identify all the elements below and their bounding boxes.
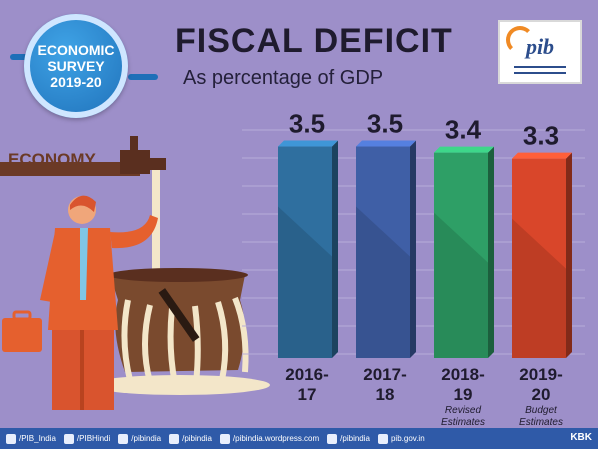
- briefcase: [2, 318, 42, 352]
- bar-top: [278, 140, 338, 147]
- bar-side: [488, 146, 494, 358]
- globe-icon: [377, 433, 388, 444]
- data-label: 3.4: [445, 115, 482, 145]
- bar: [434, 152, 488, 358]
- wordpress-icon: [219, 433, 230, 444]
- page-subtitle: As percentage of GDP: [183, 67, 384, 89]
- footer-item-label: /pibindia.wordpress.com: [232, 434, 320, 443]
- bar-shadow: [278, 206, 332, 358]
- badge-line-1: ECONOMIC: [37, 42, 115, 58]
- tick-label: 20: [532, 385, 551, 404]
- tick-label: 2019-: [519, 365, 562, 384]
- bar-shadow: [512, 218, 566, 358]
- page-title: FISCAL DEFICIT: [175, 22, 453, 60]
- bar-side: [410, 140, 416, 358]
- logo-line: [514, 72, 566, 74]
- data-label: 3.3: [523, 121, 559, 151]
- footer-item[interactable]: /PIBHindi: [63, 433, 111, 444]
- bar-top: [434, 146, 494, 153]
- logo-text: pib: [525, 34, 555, 59]
- category-note: Revised: [445, 405, 482, 416]
- badge-line-2: SURVEY: [47, 58, 105, 74]
- footer-item[interactable]: pib.gov.in: [377, 433, 425, 444]
- bar: [512, 158, 566, 358]
- social-footer: /PIB_India /PIBHindi /pibindia /pibindia…: [0, 428, 598, 449]
- bar-shadow: [434, 212, 488, 358]
- pot-stick: [158, 288, 200, 342]
- footer-item-label: /pibindia: [131, 434, 162, 443]
- category-note: Estimates: [441, 417, 485, 428]
- economy-label: ECONOMY: [8, 150, 96, 169]
- tick-label: 19: [454, 385, 473, 404]
- footer-item-label: /PIB_India: [19, 434, 56, 443]
- economic-survey-badge: ECONOMIC SURVEY 2019-20: [10, 14, 170, 120]
- bar: [278, 146, 332, 358]
- tick-label: 2017-: [363, 365, 406, 384]
- logo-line: [514, 66, 566, 68]
- data-label: 3.5: [367, 109, 403, 139]
- footer-item-label: /PIBHindi: [76, 434, 111, 443]
- category-note: Estimates: [519, 417, 563, 428]
- footer-item[interactable]: /PIB_India: [6, 433, 56, 444]
- tick-label: 2016-: [285, 365, 328, 384]
- footer-item-label: /pibindia: [340, 434, 370, 443]
- footer-item-label: /pibindia: [182, 434, 212, 443]
- badge-stripe: [10, 54, 30, 60]
- badge-line-3: 2019-20: [50, 74, 102, 90]
- pib-logo: pib: [498, 20, 582, 84]
- badge-stripe: [128, 74, 158, 80]
- tick-label: 2018-: [441, 365, 484, 384]
- data-label: 3.5: [289, 109, 325, 139]
- bar: [356, 146, 410, 358]
- economy-pipe: [0, 162, 140, 176]
- footer-item[interactable]: /pibindia: [118, 433, 162, 444]
- pot-rim: [108, 268, 248, 282]
- tap-body: [120, 150, 150, 174]
- twitter-icon: [6, 433, 16, 444]
- tap-spout: [146, 158, 166, 170]
- logo-arc-icon: [506, 26, 534, 54]
- tick-label: 18: [376, 385, 395, 404]
- category-note: Budget: [525, 405, 558, 416]
- twitter-icon: [63, 433, 74, 444]
- bar-side: [332, 140, 338, 358]
- bar-shadow: [356, 206, 410, 358]
- facebook-icon: [118, 433, 129, 444]
- bar-top: [356, 140, 416, 147]
- instagram-icon: [327, 433, 338, 444]
- footer-item-label: pib.gov.in: [390, 434, 425, 443]
- footer-item[interactable]: /pibindia.wordpress.com: [219, 433, 320, 444]
- footer-item[interactable]: /pibindia: [169, 433, 212, 444]
- badge-text: ECONOMIC SURVEY 2019-20: [24, 42, 128, 90]
- footer-item[interactable]: /pibindia: [327, 433, 370, 444]
- youtube-icon: [169, 433, 180, 444]
- bar-side: [566, 152, 572, 358]
- bar-top: [512, 152, 572, 159]
- badge-circle: [24, 14, 128, 118]
- footer-credit: KBK: [570, 432, 592, 443]
- tick-label: 17: [298, 385, 317, 404]
- tap-handle: [130, 136, 138, 152]
